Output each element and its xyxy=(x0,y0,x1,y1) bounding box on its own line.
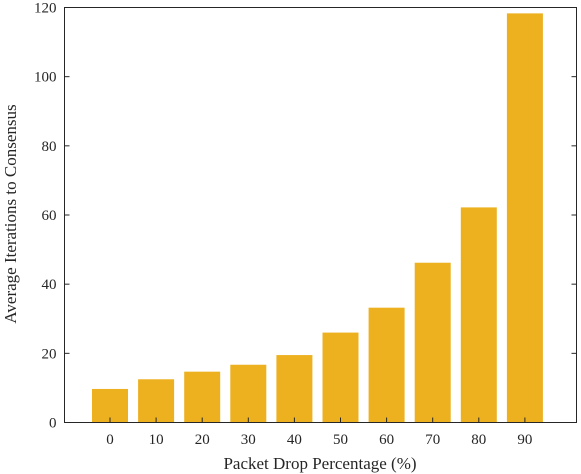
x-tick-label-30: 30 xyxy=(241,432,256,448)
y-axis-ticks: 0 20 40 60 80 100 120 xyxy=(34,1,577,432)
bar-70 xyxy=(414,262,451,423)
y-tick-label-100: 100 xyxy=(34,70,57,86)
bar-0 xyxy=(92,388,128,423)
bar-40 xyxy=(276,355,313,423)
bar-20 xyxy=(184,371,221,423)
x-tick-label-80: 80 xyxy=(471,432,486,448)
y-tick-label-40: 40 xyxy=(42,277,57,293)
y-tick-label-0: 0 xyxy=(49,416,57,432)
plot-frame xyxy=(64,7,577,423)
x-tick-label-10: 10 xyxy=(149,432,164,448)
bars-group xyxy=(92,13,543,423)
bar-30 xyxy=(230,364,267,423)
x-tick-label-50: 50 xyxy=(333,432,348,448)
x-tick-label-40: 40 xyxy=(287,432,302,448)
x-axis-ticks: 0 10 20 30 40 50 60 70 80 90 xyxy=(106,417,532,448)
bar-60 xyxy=(368,307,405,423)
x-tick-label-90: 90 xyxy=(517,432,532,448)
y-tick-label-80: 80 xyxy=(42,139,57,155)
x-axis-label: Packet Drop Percentage (%) xyxy=(223,454,416,473)
bar-80 xyxy=(460,207,497,423)
y-tick-label-120: 120 xyxy=(34,1,57,17)
x-tick-label-0: 0 xyxy=(106,432,114,448)
x-tick-label-70: 70 xyxy=(425,432,440,448)
y-tick-label-60: 60 xyxy=(42,208,57,224)
bar-10 xyxy=(138,379,175,423)
bar-90 xyxy=(506,13,543,423)
y-tick-label-20: 20 xyxy=(42,346,57,362)
x-tick-label-20: 20 xyxy=(195,432,210,448)
bar-50 xyxy=(322,332,359,423)
y-axis-label: Average Iterations to Consensus xyxy=(1,104,20,323)
x-tick-label-60: 60 xyxy=(379,432,394,448)
